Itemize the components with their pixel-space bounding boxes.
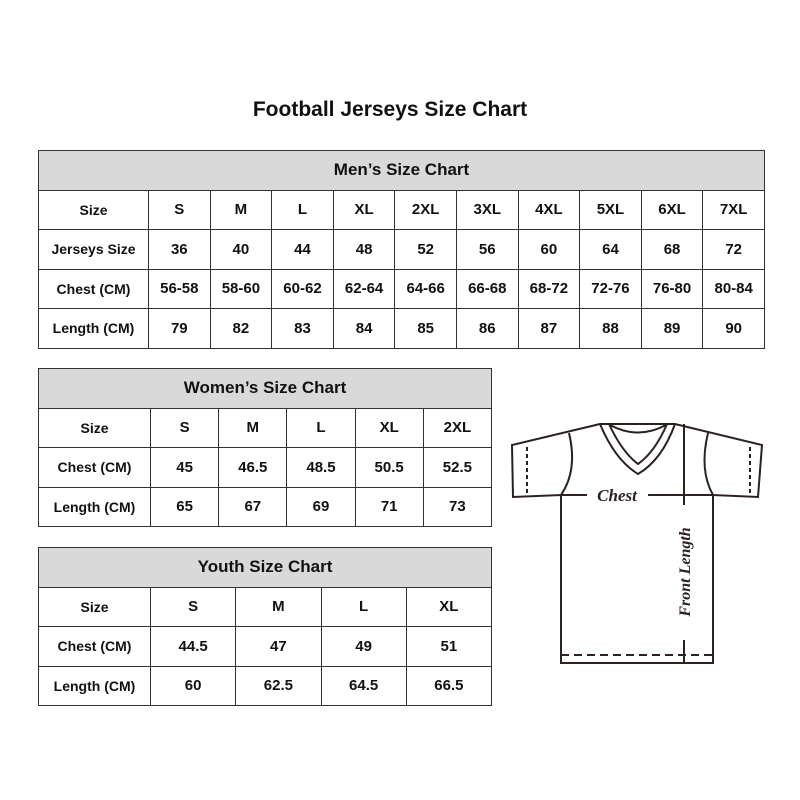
table-cell: 82 bbox=[209, 308, 273, 349]
table-cell: M bbox=[235, 586, 322, 627]
table-row: Size S M L XL 2XL bbox=[38, 407, 493, 448]
left-sleeve-seam bbox=[560, 432, 574, 496]
table-cell: 48.5 bbox=[286, 447, 356, 488]
table-cell: S bbox=[149, 407, 220, 448]
table-cell: L bbox=[271, 189, 334, 230]
table-row: Size S M L XL bbox=[38, 586, 493, 627]
front-length-label: Front Length bbox=[677, 527, 694, 617]
collar bbox=[599, 423, 676, 476]
table-cell: 66-68 bbox=[455, 268, 519, 309]
table-cell: 52.5 bbox=[422, 447, 493, 488]
row-label: Chest (CM) bbox=[38, 626, 151, 667]
table-row: Chest (CM) 45 46.5 48.5 50.5 52.5 bbox=[38, 447, 493, 488]
table-cell: 50.5 bbox=[354, 447, 424, 488]
table-cell: 73 bbox=[422, 486, 493, 527]
table-row: Length (CM) 60 62.5 64.5 66.5 bbox=[38, 665, 493, 706]
table-cell: 51 bbox=[405, 626, 493, 667]
table-cell: 62.5 bbox=[235, 665, 322, 706]
page-title: Football Jerseys Size Chart bbox=[252, 98, 528, 121]
table-cell: 79 bbox=[148, 308, 211, 349]
table-row: Length (CM) 79 82 83 84 85 86 87 88 89 90 bbox=[38, 308, 765, 349]
table-cell: 5XL bbox=[579, 189, 642, 230]
table-cell: XL bbox=[405, 586, 493, 627]
table-cell: M bbox=[218, 407, 288, 448]
youth-table-heading: Youth Size Chart bbox=[38, 547, 492, 588]
right-sleeve-seam bbox=[703, 432, 714, 496]
table-cell: 40 bbox=[209, 229, 273, 270]
table-cell: L bbox=[286, 407, 356, 448]
table-cell: 36 bbox=[148, 229, 211, 270]
table-cell: XL bbox=[354, 407, 424, 448]
table-cell: 7XL bbox=[702, 189, 765, 230]
table-cell: 56-58 bbox=[148, 268, 211, 309]
table-cell: 48 bbox=[332, 229, 396, 270]
table-cell: 67 bbox=[218, 486, 288, 527]
table-cell: XL bbox=[332, 189, 396, 230]
table-cell: 64.5 bbox=[320, 665, 407, 706]
table-cell: 62-64 bbox=[332, 268, 396, 309]
shirt-outline bbox=[510, 423, 764, 664]
table-cell: 65 bbox=[149, 486, 220, 527]
table-cell: 85 bbox=[394, 308, 457, 349]
collar-inner bbox=[608, 423, 668, 466]
table-cell: 44 bbox=[271, 229, 334, 270]
table-cell: 88 bbox=[579, 308, 642, 349]
table-cell: 71 bbox=[354, 486, 424, 527]
table-cell: 86 bbox=[455, 308, 519, 349]
table-cell: 68 bbox=[640, 229, 704, 270]
table-cell: 87 bbox=[517, 308, 581, 349]
row-label: Size bbox=[38, 586, 151, 627]
table-row: Size S M L XL 2XL 3XL 4XL 5XL 6XL 7XL bbox=[38, 189, 765, 230]
table-cell: 76-80 bbox=[640, 268, 704, 309]
chest-label: Chest bbox=[597, 486, 638, 505]
table-row: Chest (CM) 44.5 47 49 51 bbox=[38, 626, 493, 667]
row-label: Size bbox=[38, 189, 149, 230]
table-cell: 80-84 bbox=[702, 268, 765, 309]
table-row: Length (CM) 65 67 69 71 73 bbox=[38, 486, 493, 527]
table-cell: 44.5 bbox=[149, 626, 237, 667]
table-cell: 60 bbox=[149, 665, 237, 706]
table-cell: 68-72 bbox=[517, 268, 581, 309]
row-label: Jerseys Size bbox=[38, 229, 149, 270]
table-cell: 66.5 bbox=[405, 665, 493, 706]
table-cell: 49 bbox=[320, 626, 407, 667]
table-cell: 47 bbox=[235, 626, 322, 667]
table-cell: 60-62 bbox=[271, 268, 334, 309]
table-cell: L bbox=[320, 586, 407, 627]
youth-size-table: Youth Size Chart Size S M L XL Chest (CM) 44.5 4… bbox=[38, 547, 493, 706]
row-label: Length (CM) bbox=[38, 486, 151, 527]
table-cell: 60 bbox=[517, 229, 581, 270]
mens-size-table: Men’s Size Chart Size S M L XL 2XL 3XL 4XL 5XL 6XL… bbox=[38, 150, 765, 349]
row-label: Length (CM) bbox=[38, 308, 149, 349]
table-cell: 45 bbox=[149, 447, 220, 488]
women-table-heading: Women’s Size Chart bbox=[38, 368, 492, 409]
womens-size-table: Women’s Size Chart Size S M L XL 2XL Chest (CM)… bbox=[38, 368, 493, 527]
table-cell: 72-76 bbox=[579, 268, 642, 309]
row-label: Size bbox=[38, 407, 151, 448]
table-cell: 2XL bbox=[422, 407, 493, 448]
row-label: Chest (CM) bbox=[38, 447, 151, 488]
table-cell: S bbox=[149, 586, 237, 627]
table-cell: 84 bbox=[332, 308, 396, 349]
table-cell: 90 bbox=[702, 308, 765, 349]
table-cell: 6XL bbox=[640, 189, 704, 230]
table-row: Jerseys Size 36 40 44 48 52 56 60 64 68 72 bbox=[38, 229, 765, 270]
table-cell: 69 bbox=[286, 486, 356, 527]
men-table-heading: Men’s Size Chart bbox=[38, 150, 765, 191]
